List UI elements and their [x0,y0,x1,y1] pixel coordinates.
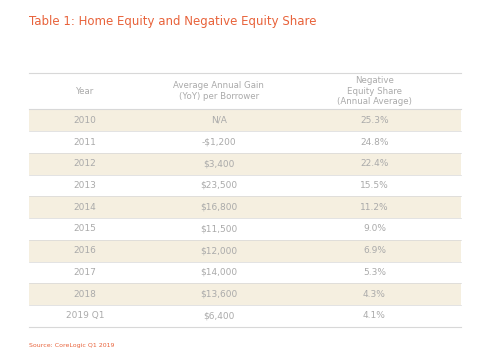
Text: 2014: 2014 [73,203,96,212]
Text: 9.0%: 9.0% [363,224,386,233]
Text: Source: CoreLogic Q1 2019: Source: CoreLogic Q1 2019 [29,343,114,348]
Text: 2018: 2018 [73,290,96,299]
Text: 2013: 2013 [73,181,96,190]
Text: 24.8%: 24.8% [360,138,389,147]
Text: $14,000: $14,000 [200,268,238,277]
Text: 4.3%: 4.3% [363,290,386,299]
Text: $13,600: $13,600 [200,290,238,299]
Text: 2012: 2012 [73,159,96,168]
Text: 6.9%: 6.9% [363,246,386,255]
Text: $16,800: $16,800 [200,203,238,212]
Text: $11,500: $11,500 [200,224,238,233]
Text: Year: Year [76,86,94,95]
Text: 2011: 2011 [73,138,96,147]
Text: $6,400: $6,400 [203,311,235,320]
Bar [29,153,461,175]
Text: 2010: 2010 [73,116,96,125]
Bar [29,110,461,131]
Text: Negative
Equity Share
(Annual Average): Negative Equity Share (Annual Average) [337,76,412,106]
Text: 11.2%: 11.2% [360,203,389,212]
Text: $12,000: $12,000 [200,246,238,255]
Text: $3,400: $3,400 [203,159,235,168]
Text: N/A: N/A [211,116,227,125]
Text: Average Annual Gain
(YoY) per Borrower: Average Annual Gain (YoY) per Borrower [173,81,264,101]
Text: 5.3%: 5.3% [363,268,386,277]
Text: 2019 Q1: 2019 Q1 [66,311,104,320]
Bar [29,283,461,305]
Text: 22.4%: 22.4% [360,159,389,168]
Text: 2017: 2017 [73,268,96,277]
Text: 4.1%: 4.1% [363,311,386,320]
Text: 2016: 2016 [73,246,96,255]
Text: Table 1: Home Equity and Negative Equity Share: Table 1: Home Equity and Negative Equity… [29,15,316,28]
Bar [29,240,461,261]
Text: 25.3%: 25.3% [360,116,389,125]
Text: $23,500: $23,500 [200,181,238,190]
Text: 15.5%: 15.5% [360,181,389,190]
Text: -$1,200: -$1,200 [202,138,236,147]
Bar [29,196,461,218]
Text: 2015: 2015 [73,224,96,233]
